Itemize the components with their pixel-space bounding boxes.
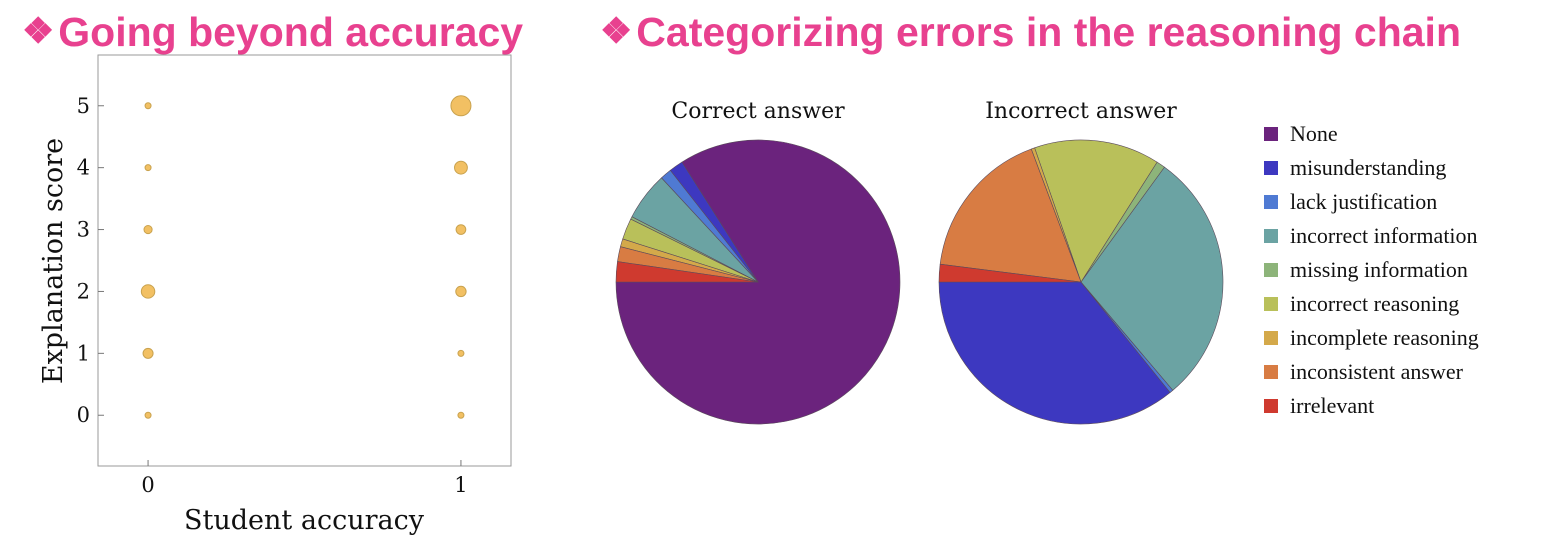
pie-slice bbox=[938, 263, 1082, 283]
legend-label: misunderstanding bbox=[1290, 155, 1447, 180]
legend-swatch bbox=[1264, 161, 1278, 175]
diamond-icon: ❖ bbox=[22, 10, 55, 51]
diamond-icon: ❖ bbox=[600, 10, 633, 51]
legend-label: incorrect information bbox=[1290, 223, 1478, 248]
legend-swatch bbox=[1264, 365, 1278, 379]
pie-chart-correct: Correct answer bbox=[615, 99, 901, 425]
pie-incorrect-slices bbox=[938, 139, 1224, 425]
bubble-point bbox=[144, 164, 152, 172]
bubble-point bbox=[144, 411, 152, 419]
pie-chart-incorrect: Incorrect answer bbox=[938, 99, 1224, 425]
right-section-heading: ❖Categorizing errors in the reasoning ch… bbox=[600, 6, 1461, 57]
legend-label: missing information bbox=[1290, 257, 1468, 282]
pie-slice bbox=[1080, 166, 1224, 391]
legend-item: incorrect information bbox=[1264, 219, 1479, 253]
legend-label: lack justification bbox=[1290, 189, 1438, 214]
bubble-point bbox=[144, 102, 152, 110]
y-tick-label: 5 bbox=[77, 94, 90, 118]
bubble-point bbox=[457, 411, 465, 419]
pie-slice bbox=[1034, 139, 1158, 283]
legend-swatch bbox=[1264, 331, 1278, 345]
y-axis-label: Explanation score bbox=[38, 138, 69, 384]
y-tick-label: 4 bbox=[77, 156, 90, 180]
legend-item: irrelevant bbox=[1264, 389, 1479, 423]
right-heading-text: Categorizing errors in the reasoning cha… bbox=[636, 9, 1461, 55]
legend-swatch bbox=[1264, 263, 1278, 277]
legend-label: incomplete reasoning bbox=[1290, 325, 1479, 350]
legend-item: incorrect reasoning bbox=[1264, 287, 1479, 321]
bubble-chart-points bbox=[140, 95, 472, 419]
bubble-chart-ticks: 0 1 0 1 2 3 4 5 bbox=[77, 94, 468, 497]
legend-item: lack justification bbox=[1264, 185, 1479, 219]
legend-swatch bbox=[1264, 195, 1278, 209]
legend-swatch bbox=[1264, 297, 1278, 311]
pie-correct-slices bbox=[615, 139, 901, 425]
legend-label: None bbox=[1290, 121, 1338, 146]
bubble-point bbox=[140, 284, 156, 299]
legend-item: inconsistent answer bbox=[1264, 355, 1479, 389]
legend-swatch bbox=[1264, 127, 1278, 141]
bubble-point bbox=[454, 160, 468, 175]
bubble-point bbox=[450, 95, 472, 117]
legend-item: incomplete reasoning bbox=[1264, 321, 1479, 355]
legend-swatch bbox=[1264, 399, 1278, 413]
pie-slice bbox=[939, 148, 1082, 283]
y-tick-label: 3 bbox=[77, 218, 90, 242]
legend: None misunderstanding lack justification… bbox=[1264, 117, 1479, 423]
bubble-point bbox=[457, 349, 465, 357]
legend-label: irrelevant bbox=[1290, 393, 1375, 418]
legend-label: inconsistent answer bbox=[1290, 359, 1463, 384]
legend-item: missing information bbox=[1264, 253, 1479, 287]
x-tick-label: 0 bbox=[141, 473, 154, 497]
x-axis-label: Student accuracy bbox=[184, 505, 425, 536]
legend-item: None bbox=[1264, 117, 1479, 151]
left-heading-text: Going beyond accuracy bbox=[58, 9, 524, 55]
y-tick-label: 2 bbox=[77, 279, 90, 303]
pie-slice bbox=[938, 281, 1171, 425]
pie-title-correct: Correct answer bbox=[671, 99, 845, 124]
pie-title-incorrect: Incorrect answer bbox=[985, 99, 1177, 124]
bubble-point bbox=[142, 347, 154, 359]
bubble-chart: 0 1 0 1 2 3 4 5 Student accuracy Explanation sc… bbox=[38, 54, 512, 536]
x-tick-label: 1 bbox=[454, 473, 467, 497]
legend-swatch bbox=[1264, 229, 1278, 243]
bubble-point bbox=[143, 224, 153, 235]
bubble-point bbox=[455, 224, 467, 235]
left-section-heading: ❖Going beyond accuracy bbox=[22, 6, 523, 57]
legend-item: misunderstanding bbox=[1264, 151, 1479, 185]
y-tick-label: 1 bbox=[77, 341, 90, 365]
y-tick-label: 0 bbox=[77, 403, 90, 427]
pie-slice bbox=[615, 261, 759, 283]
legend-label: incorrect reasoning bbox=[1290, 291, 1460, 316]
bubble-point bbox=[455, 285, 467, 298]
bubble-chart-frame bbox=[97, 54, 512, 467]
